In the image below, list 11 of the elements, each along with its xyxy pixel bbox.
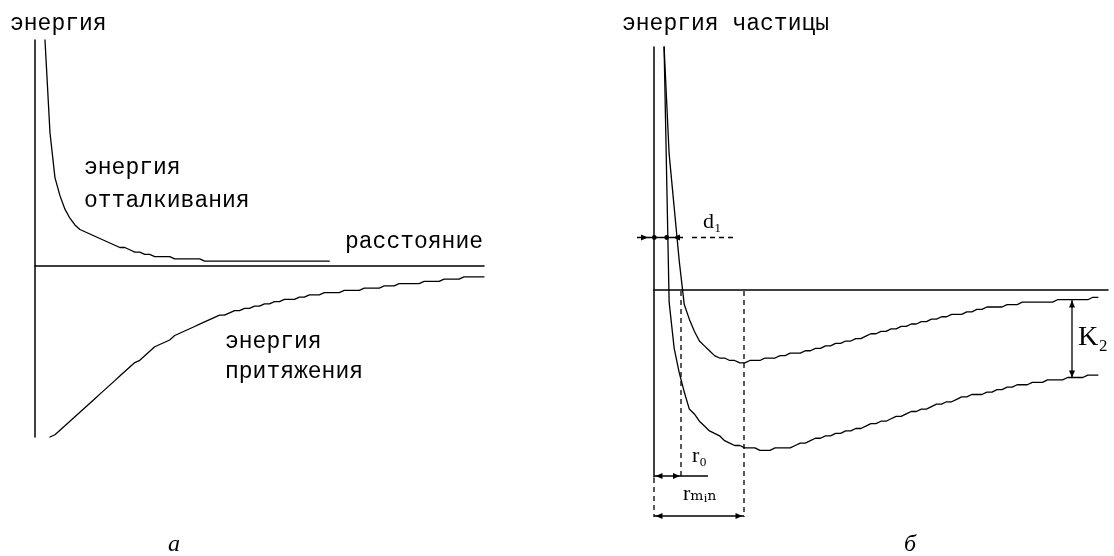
series-label: энергия притяжения xyxy=(225,328,365,387)
y-axis-title: энергия частицы xyxy=(622,11,830,37)
text: а xyxy=(168,530,180,556)
annotation: r₀ xyxy=(692,442,707,467)
y-axis-title: энергия xyxy=(10,11,107,37)
text: б xyxy=(904,530,917,556)
text: rₘᵢₙ xyxy=(683,480,717,505)
x-axis-title: расстояние xyxy=(345,229,484,255)
annotation: K₂ xyxy=(1078,320,1108,351)
series-label: энергия отталкивания xyxy=(84,154,251,216)
annotation: d₁ xyxy=(703,208,722,233)
